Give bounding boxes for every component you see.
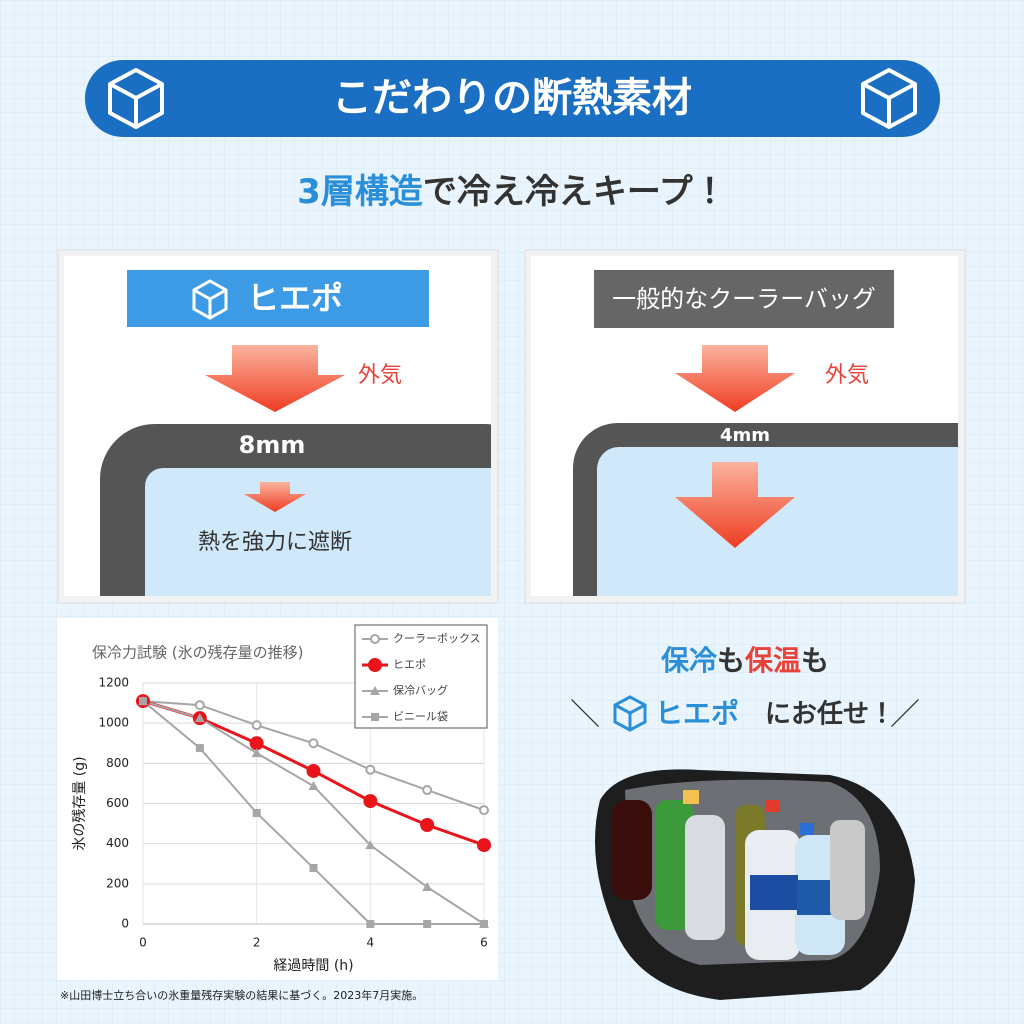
chart-title: 保冷力試験 (氷の残存量の推移) — [92, 644, 303, 662]
legend-label: ヒエポ — [393, 658, 426, 671]
marker — [365, 764, 376, 775]
marker — [480, 920, 488, 928]
subtitle-rest: で冷え冷えキープ！ — [423, 172, 727, 212]
y-tick-label: 600 — [106, 796, 129, 810]
y-tick-label: 1000 — [98, 716, 129, 730]
marker — [308, 738, 319, 749]
marker — [249, 736, 264, 751]
legend-marker — [370, 634, 380, 644]
y-tick-label: 1200 — [98, 676, 129, 690]
inner-space — [145, 468, 491, 596]
thickness-label: 4mm — [720, 425, 770, 446]
heat-arrow-through — [675, 462, 795, 548]
legend-label: クーラーボックス — [393, 632, 481, 645]
chart: 保冷力試験 (氷の残存量の推移) 経過時間 (h) 氷の残存量 (g) 0 200 400… — [72, 624, 491, 974]
promo-line: 保冷も保温も — [661, 644, 829, 677]
marker — [306, 763, 321, 778]
promo-word: 保冷 — [661, 644, 718, 677]
heat-arrow-small — [244, 482, 306, 512]
cube-icon — [192, 279, 228, 320]
title: こだわりの断熱素材 — [332, 75, 692, 121]
caption: 熱を強力に遮断 — [198, 530, 352, 555]
x-tick-label: 4 — [367, 936, 375, 950]
marker — [422, 785, 433, 796]
y-tick-label: 400 — [106, 836, 129, 850]
marker — [365, 840, 376, 850]
panel-header — [594, 270, 894, 328]
marker — [420, 817, 435, 832]
marker — [194, 713, 205, 723]
footnote: ※山田博士立ち合いの氷重量残存実験の結果に基づく。2023年7月実施。 — [60, 988, 423, 1002]
heat-arrow — [205, 345, 345, 412]
x-tick-label: 6 — [480, 936, 488, 950]
promo-word: も — [801, 644, 829, 677]
marker — [252, 808, 261, 817]
y-axis-label: 氷の残存量 (g) — [72, 756, 88, 850]
marker — [423, 920, 432, 928]
x-tick-label: 2 — [253, 936, 261, 950]
cube-icon — [613, 695, 647, 732]
panel-label: ヒエポ — [247, 279, 343, 317]
legend-marker — [368, 658, 382, 672]
subtitle-highlight: 3層構造 — [297, 172, 423, 212]
marker — [309, 863, 318, 872]
legend-label: ビニール袋 — [393, 709, 448, 723]
cube-icon — [108, 68, 917, 129]
marker — [251, 720, 262, 731]
legend-marker — [370, 686, 380, 695]
marker — [363, 794, 378, 809]
y-tick-label: 200 — [106, 876, 129, 890]
marker — [422, 882, 433, 892]
panel-label: 一般的なクーラーバッグ — [612, 285, 876, 313]
outside-air-label: 外気 — [358, 363, 402, 388]
y-tick-label: 800 — [106, 756, 129, 770]
promo-word: 保温 — [745, 644, 801, 677]
legend-label: 保冷バッグ — [393, 683, 448, 697]
marker — [308, 781, 319, 791]
title-banner — [85, 60, 940, 137]
promo-brand: ヒエポ — [655, 697, 739, 730]
product-photo — [595, 769, 915, 1000]
marker — [139, 697, 147, 706]
x-tick-label: 0 — [139, 936, 147, 950]
thickness-label: 8mm — [239, 431, 306, 459]
marker — [251, 748, 262, 758]
y-tick-label: 0 — [121, 917, 129, 931]
outside-air-label: 外気 — [825, 363, 869, 388]
marker — [194, 700, 205, 711]
heat-arrow — [675, 345, 795, 412]
marker — [477, 838, 491, 853]
slash: ／ — [890, 698, 920, 733]
slash: ＼ — [570, 698, 600, 733]
marker — [195, 744, 204, 753]
legend-marker — [371, 713, 379, 721]
marker — [366, 920, 375, 928]
inner-space — [597, 447, 958, 596]
panel-header — [127, 270, 429, 327]
promo-rest: にお任せ！ — [765, 700, 895, 730]
marker — [479, 805, 489, 816]
x-axis-label: 経過時間 (h) — [273, 958, 353, 974]
subtitle: 3層構造で冷え冷えキープ！ — [297, 172, 727, 212]
promo-word: も — [717, 644, 745, 677]
